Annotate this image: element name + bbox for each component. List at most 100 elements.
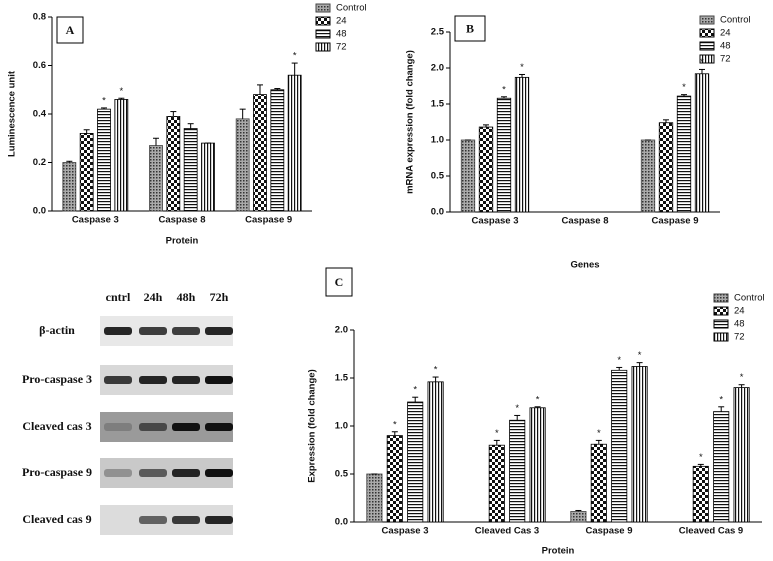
bar — [640, 139, 656, 213]
x-axis-label: Protein — [542, 546, 575, 557]
blot-band — [104, 423, 132, 431]
bar — [713, 411, 730, 523]
bar — [488, 444, 505, 523]
significance-mark: * — [502, 84, 506, 95]
bar — [692, 465, 709, 523]
blot-column-label: 24h — [144, 290, 163, 304]
panel-box — [325, 267, 353, 297]
error-bar — [616, 366, 623, 371]
significance-mark: * — [520, 62, 524, 73]
error-bar — [412, 396, 419, 402]
error-bar — [101, 107, 107, 110]
error-bar — [636, 362, 643, 367]
blot-column-label: 48h — [177, 290, 196, 304]
legend-swatch — [315, 42, 331, 52]
bar — [676, 95, 692, 213]
y-tick-label: 0.4 — [33, 109, 47, 120]
legend-label: Control — [336, 3, 367, 14]
error-bar — [681, 94, 687, 97]
bar — [529, 407, 546, 523]
legend-label: 72 — [720, 54, 731, 65]
legend-swatch — [699, 28, 715, 38]
legend-label: 48 — [734, 319, 745, 330]
error-bar — [663, 119, 669, 123]
blot-band — [172, 376, 200, 384]
bar — [287, 74, 302, 212]
bar — [366, 473, 383, 523]
error-bar — [391, 431, 398, 436]
error-bar — [493, 439, 500, 446]
bar — [514, 76, 530, 213]
bar — [166, 116, 181, 212]
x-tick-label: Caspase 3 — [381, 526, 428, 537]
bar — [149, 145, 163, 212]
error-bar — [501, 96, 507, 99]
bar — [496, 97, 512, 213]
blot-band — [139, 516, 167, 524]
x-axis-label: Genes — [570, 260, 599, 271]
error-bar — [514, 414, 521, 421]
error-bar — [483, 124, 489, 128]
y-axis-label: mRNA expression (fold change) — [405, 50, 416, 194]
y-tick-label: 1.0 — [431, 135, 444, 146]
error-bar — [257, 84, 263, 95]
legend-label: 48 — [720, 41, 731, 52]
error-bar — [66, 160, 73, 163]
blot-row-label: Pro-caspase 9 — [22, 465, 92, 479]
bar — [235, 118, 250, 212]
x-tick-label: Caspase 8 — [158, 215, 205, 226]
x-tick-label: Caspase 3 — [471, 216, 518, 227]
x-tick-label: Caspase 9 — [245, 215, 292, 226]
blot-band — [139, 469, 167, 477]
legend-label: 48 — [336, 29, 347, 40]
legend-label: Control — [734, 293, 765, 304]
error-bar — [699, 68, 705, 74]
blot-band — [172, 423, 200, 431]
blot-band — [104, 327, 132, 335]
error-bar — [118, 97, 125, 100]
y-tick-label: 1.5 — [431, 99, 445, 110]
y-tick-label: 2.5 — [431, 27, 445, 38]
legend-label: 24 — [336, 16, 347, 27]
significance-mark: * — [393, 419, 397, 430]
blot-band — [172, 327, 200, 335]
significance-mark: * — [638, 350, 642, 361]
error-bar — [83, 129, 90, 134]
legend-swatch — [699, 15, 715, 25]
blot-column-label: 72h — [210, 290, 229, 304]
bar — [733, 387, 750, 523]
legend-label: 24 — [734, 306, 745, 317]
significance-mark: * — [515, 403, 519, 414]
error-bar — [170, 111, 177, 117]
x-tick-label: Caspase 3 — [72, 215, 119, 226]
bar — [270, 89, 285, 212]
blot-band — [172, 516, 200, 524]
blot-row-label: Pro-caspase 3 — [22, 372, 92, 386]
x-tick-label: Caspase 8 — [561, 216, 608, 227]
significance-mark: * — [413, 385, 417, 396]
error-bar — [274, 88, 281, 90]
bar — [478, 126, 494, 213]
panel-box — [454, 15, 486, 42]
legend-swatch — [713, 306, 729, 316]
bar — [658, 122, 674, 213]
legend-swatch — [699, 41, 715, 51]
bar — [62, 162, 77, 212]
x-tick-label: Caspase 9 — [585, 526, 632, 537]
significance-mark: * — [495, 428, 499, 439]
error-bar — [153, 137, 159, 146]
y-tick-label: 0.0 — [33, 206, 46, 217]
error-bar — [187, 123, 194, 129]
legend-swatch — [315, 3, 331, 13]
blot-band — [104, 469, 132, 477]
legend-label: 72 — [734, 332, 745, 343]
significance-mark: * — [699, 452, 703, 463]
significance-mark: * — [434, 365, 438, 376]
x-tick-label: Cleaved Cas 9 — [679, 526, 743, 537]
blot-row-label: β-actin — [39, 323, 75, 337]
legend-label: Control — [720, 15, 751, 26]
legend-swatch — [713, 293, 729, 303]
blot-column-label: cntrl — [106, 290, 131, 304]
legend-swatch — [713, 332, 729, 342]
